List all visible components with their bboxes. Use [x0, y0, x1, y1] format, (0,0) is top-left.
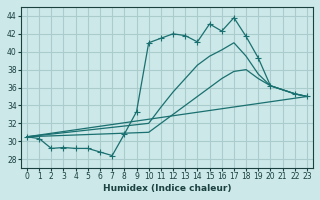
X-axis label: Humidex (Indice chaleur): Humidex (Indice chaleur): [103, 184, 231, 193]
